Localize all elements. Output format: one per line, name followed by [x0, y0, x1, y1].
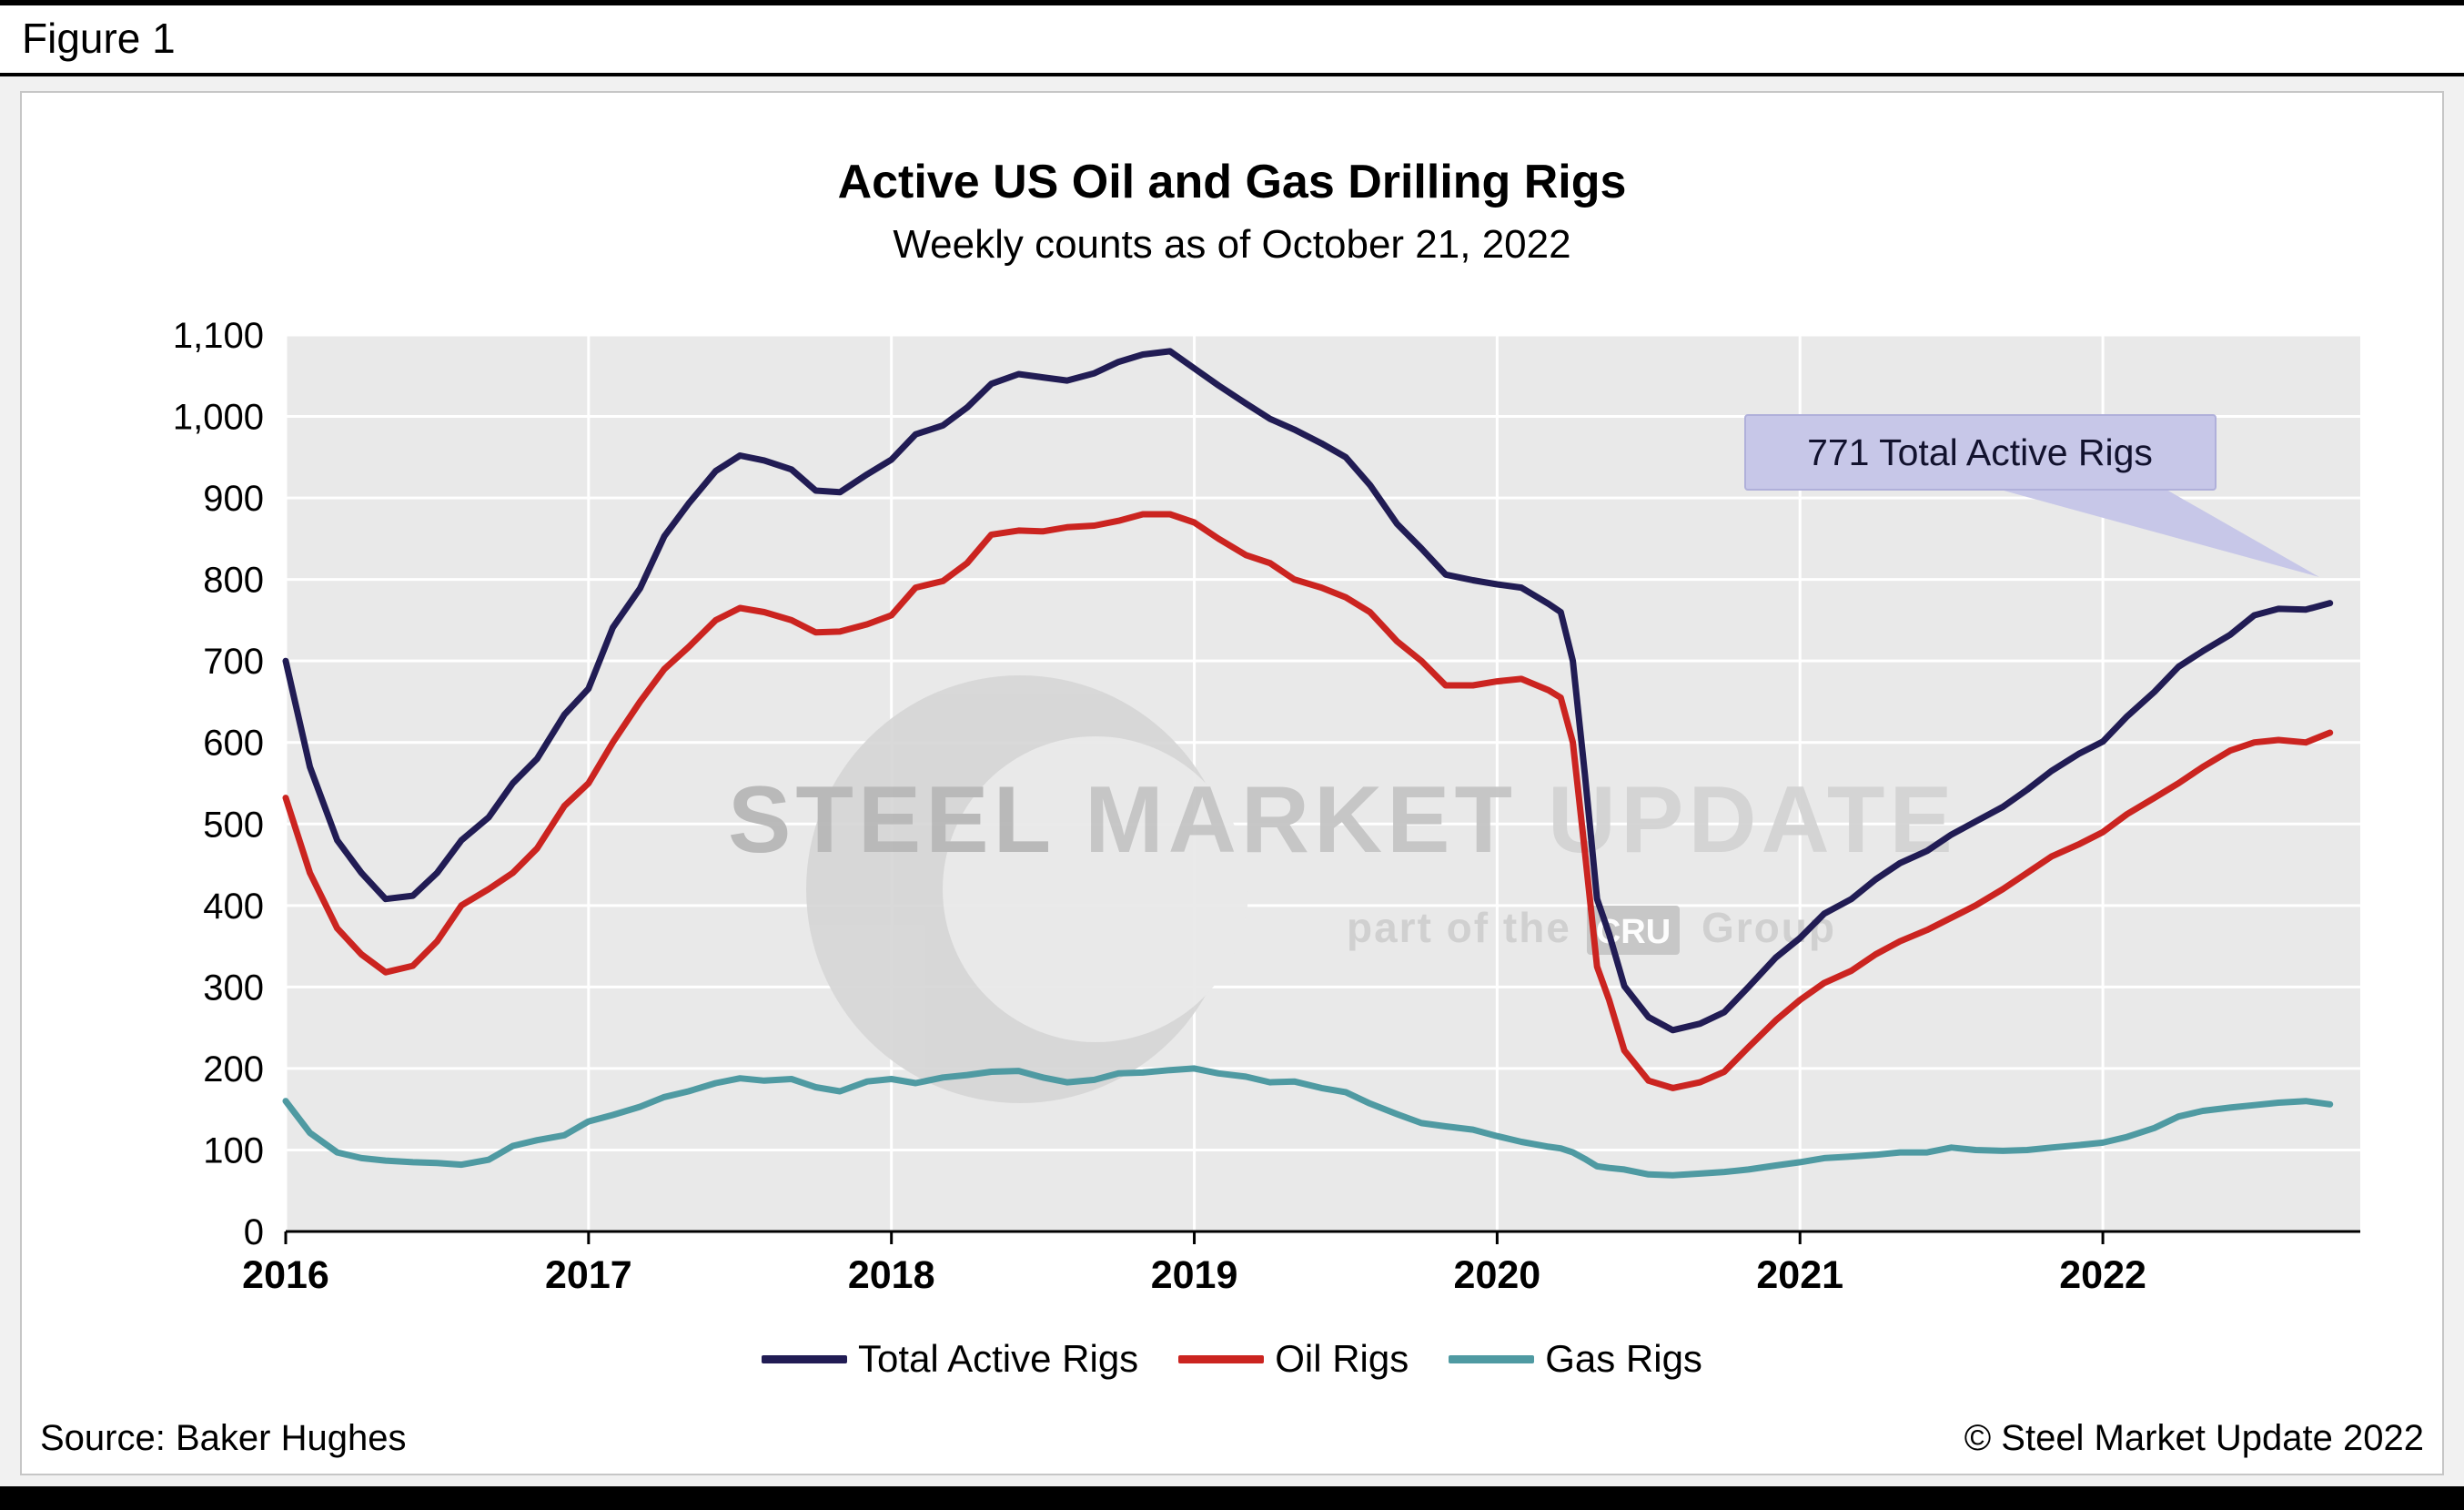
- legend-label-oil: Oil Rigs: [1275, 1337, 1409, 1380]
- y-tick-label: 100: [203, 1130, 264, 1171]
- annotation-text: 771 Total Active Rigs: [1807, 431, 2153, 473]
- y-tick-label: 500: [203, 805, 264, 845]
- legend-label-gas: Gas Rigs: [1545, 1337, 1702, 1380]
- copyright-note: © Steel Market Update 2022: [1964, 1418, 2424, 1458]
- x-tick-label: 2017: [545, 1253, 632, 1297]
- chart-title: Active US Oil and Gas Drilling Rigs: [837, 156, 1627, 208]
- y-tick-label: 400: [203, 887, 264, 927]
- source-note: Source: Baker Hughes: [40, 1418, 407, 1458]
- legend: Total Active Rigs Oil Rigs Gas Rigs: [22, 1337, 2442, 1381]
- legend-item-oil-rigs: Oil Rigs: [1178, 1337, 1409, 1381]
- chart-panel: Active US Oil and Gas Drilling Rigs Week…: [20, 91, 2444, 1475]
- y-tick-label: 700: [203, 642, 264, 682]
- series-line-total-active-rigs: [282, 348, 2334, 1034]
- figure-label: Figure 1: [0, 0, 2464, 76]
- x-tick-label: 2020: [1454, 1253, 1541, 1297]
- svg-text:part of the: part of the: [1347, 904, 1571, 951]
- legend-swatch-oil: [1178, 1354, 1265, 1363]
- series-line-gas-rigs: [282, 1065, 2334, 1179]
- annotation-callout: 771 Total Active Rigs: [1744, 414, 2319, 577]
- x-tick-label: 2021: [1756, 1253, 1843, 1297]
- chart-subtitle: Weekly counts as of October 21, 2022: [893, 222, 1571, 267]
- y-tick-label: 800: [203, 561, 264, 601]
- svg-text:Group: Group: [1702, 904, 1836, 951]
- legend-item-total-active-rigs: Total Active Rigs: [762, 1337, 1138, 1381]
- page-background: Active US Oil and Gas Drilling Rigs Week…: [0, 80, 2464, 1486]
- y-tick-label: 200: [203, 1049, 264, 1089]
- bottom-border-bar: [0, 1486, 2464, 1510]
- x-tick-label: 2018: [848, 1253, 935, 1297]
- legend-swatch-gas: [1449, 1354, 1535, 1363]
- x-tick-label: 2022: [2059, 1253, 2146, 1297]
- svg-text:STEEL MARKET UPDATE: STEEL MARKET UPDATE: [728, 767, 1957, 873]
- y-tick-label: 900: [203, 479, 264, 519]
- y-tick-label: 600: [203, 724, 264, 764]
- y-tick-label: 300: [203, 968, 264, 1008]
- chart-footer: Source: Baker Hughes © Steel Market Upda…: [22, 1418, 2442, 1459]
- legend-item-gas-rigs: Gas Rigs: [1449, 1337, 1702, 1381]
- y-tick-label: 1,100: [173, 316, 264, 356]
- legend-label-total: Total Active Rigs: [858, 1337, 1139, 1380]
- y-tick-label: 0: [244, 1212, 264, 1252]
- legend-swatch-total: [762, 1354, 848, 1363]
- series-line-oil-rigs: [282, 511, 2334, 1091]
- y-tick-label: 1,000: [173, 398, 264, 438]
- x-tick-label: 2019: [1151, 1253, 1238, 1297]
- x-tick-label: 2016: [242, 1253, 329, 1297]
